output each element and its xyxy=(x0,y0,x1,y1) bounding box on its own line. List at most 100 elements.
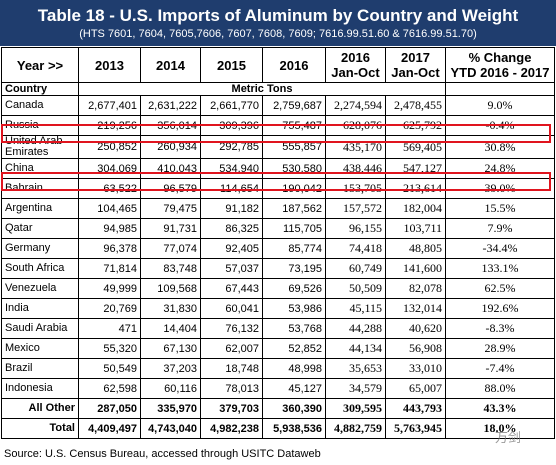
value-cell: 4,882,759 xyxy=(325,418,386,439)
value-cell: 30.8% xyxy=(445,135,555,159)
imports-table: Year >> 2013 2014 2015 2016 2016 Jan-Oct 2017 … xyxy=(1,47,555,439)
value-cell: 304,069 xyxy=(78,158,141,179)
country-cell: Bahrain xyxy=(1,178,79,199)
value-cell: 44,134 xyxy=(325,338,386,359)
value-cell: 94,985 xyxy=(78,218,141,239)
value-cell: 443,793 xyxy=(385,398,446,419)
value-cell: 60,749 xyxy=(325,258,386,279)
value-cell: 34,579 xyxy=(325,378,386,399)
value-cell: 56,908 xyxy=(385,338,446,359)
title: Table 18 - U.S. Imports of Aluminum by C… xyxy=(37,6,519,25)
value-cell: 79,475 xyxy=(140,198,201,219)
value-cell: 50,509 xyxy=(325,278,386,299)
table-row: Saudi Arabia 471 14,404 76,132 53,768 44,288 4… xyxy=(1,318,555,339)
value-cell: 287,050 xyxy=(78,398,141,419)
subtitle: (HTS 7601, 7604, 7605,7606, 7607, 7608, … xyxy=(79,28,477,40)
value-cell: 4,982,238 xyxy=(200,418,263,439)
value-cell: 37,203 xyxy=(140,358,201,379)
header-cell: 2015 xyxy=(200,47,263,83)
value-cell: 132,014 xyxy=(385,298,446,319)
header-cell: 2017 Jan-Oct xyxy=(385,47,446,83)
table-row: Russia 219,256 356,014 309,396 755,487 628,07… xyxy=(1,115,555,136)
value-cell: 103,711 xyxy=(385,218,446,239)
table-row: Brazil 50,549 37,203 18,748 48,998 35,653 33,0… xyxy=(1,358,555,379)
value-cell: 4,743,040 xyxy=(140,418,201,439)
value-cell: 260,934 xyxy=(140,135,201,159)
value-cell: 55,320 xyxy=(78,338,141,359)
value-cell: 57,037 xyxy=(200,258,263,279)
value-cell: 45,127 xyxy=(262,378,326,399)
value-cell: 2,631,222 xyxy=(140,95,201,116)
header-cell: 2013 xyxy=(78,47,141,83)
value-cell: 91,182 xyxy=(200,198,263,219)
country-cell: All Other xyxy=(1,398,79,419)
country-cell: Argentina xyxy=(1,198,79,219)
source-note: Source: U.S. Census Bureau, accessed thr… xyxy=(4,448,321,460)
value-cell: 2,478,455 xyxy=(385,95,446,116)
value-cell: 48,998 xyxy=(262,358,326,379)
value-cell: 96,155 xyxy=(325,218,386,239)
table-row: India 20,769 31,830 60,041 53,986 45,115 132,0… xyxy=(1,298,555,319)
value-cell: 53,986 xyxy=(262,298,326,319)
value-cell: 50,549 xyxy=(78,358,141,379)
table-row: South Africa 71,814 83,748 57,037 73,195 60,7… xyxy=(1,258,555,279)
value-cell: 45,115 xyxy=(325,298,386,319)
empty-cell xyxy=(445,82,555,96)
country-cell: Canada xyxy=(1,95,79,116)
value-cell: 18.0% xyxy=(445,418,555,439)
value-cell: 192.6% xyxy=(445,298,555,319)
value-cell: 335,970 xyxy=(140,398,201,419)
title-bar: Table 18 - U.S. Imports of Aluminum by C… xyxy=(0,0,556,46)
value-cell: 49,999 xyxy=(78,278,141,299)
value-cell: 35,653 xyxy=(325,358,386,379)
value-cell: 44,288 xyxy=(325,318,386,339)
table-row: China 304,069 410,043 534,940 530,580 438,446… xyxy=(1,158,555,179)
table-row: Bahrain 63,522 96,579 114,654 190,042 153,705… xyxy=(1,178,555,199)
value-cell: 219,256 xyxy=(78,115,141,136)
value-cell: 78,013 xyxy=(200,378,263,399)
unit-label: Metric Tons xyxy=(78,82,446,96)
value-cell: 28.9% xyxy=(445,338,555,359)
value-cell: 15.5% xyxy=(445,198,555,219)
value-cell: 534,940 xyxy=(200,158,263,179)
value-cell: 547,127 xyxy=(385,158,446,179)
value-cell: 77,074 xyxy=(140,238,201,259)
value-cell: 9.0% xyxy=(445,95,555,116)
value-cell: 292,785 xyxy=(200,135,263,159)
value-cell: 43.3% xyxy=(445,398,555,419)
value-cell: 86,325 xyxy=(200,218,263,239)
value-cell: 62.5% xyxy=(445,278,555,299)
value-cell: 187,562 xyxy=(262,198,326,219)
table-row: Canada 2,677,401 2,631,222 2,661,770 2,759,6… xyxy=(1,95,555,116)
table-row: Argentina 104,465 79,475 91,182 187,562 157,5… xyxy=(1,198,555,219)
country-cell: Russia xyxy=(1,115,79,136)
value-cell: -8.3% xyxy=(445,318,555,339)
country-cell: Mexico xyxy=(1,338,79,359)
value-cell: 625,792 xyxy=(385,115,446,136)
value-cell: 62,007 xyxy=(200,338,263,359)
value-cell: 7.9% xyxy=(445,218,555,239)
table-row: Germany 96,378 77,074 92,405 85,774 74,418 48,… xyxy=(1,238,555,259)
country-cell: China xyxy=(1,158,79,179)
value-cell: 48,805 xyxy=(385,238,446,259)
country-cell: India xyxy=(1,298,79,319)
value-cell: 435,170 xyxy=(325,135,386,159)
value-cell: 2,677,401 xyxy=(78,95,141,116)
value-cell: 76,132 xyxy=(200,318,263,339)
value-cell: 410,043 xyxy=(140,158,201,179)
value-cell: 2,661,770 xyxy=(200,95,263,116)
value-cell: 71,814 xyxy=(78,258,141,279)
watermark: 万剑 xyxy=(495,430,522,445)
value-cell: 83,748 xyxy=(140,258,201,279)
value-cell: 471 xyxy=(78,318,141,339)
value-cell: 20,769 xyxy=(78,298,141,319)
value-cell: 309,595 xyxy=(325,398,386,419)
country-cell: Total xyxy=(1,418,79,439)
country-label: Country xyxy=(1,82,79,96)
value-cell: 309,396 xyxy=(200,115,263,136)
value-cell: 628,076 xyxy=(325,115,386,136)
value-cell: 40,620 xyxy=(385,318,446,339)
value-cell: 530,580 xyxy=(262,158,326,179)
value-cell: 67,443 xyxy=(200,278,263,299)
value-cell: 109,568 xyxy=(140,278,201,299)
